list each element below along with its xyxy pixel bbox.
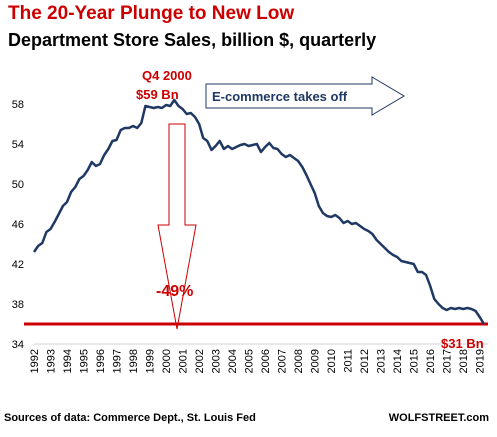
y-tick-label: 50 [12, 179, 24, 191]
y-tick-label: 38 [12, 299, 24, 311]
x-tick-label: 2009 [310, 349, 322, 373]
x-tick-label: 2014 [392, 349, 404, 373]
x-tick-label: 2016 [425, 349, 437, 373]
ecommerce-label: E-commerce takes off [212, 89, 348, 104]
y-tick-label: 42 [12, 259, 24, 271]
x-tick-label: 2018 [458, 349, 470, 373]
peak-quarter-label: Q4 2000 [142, 68, 192, 83]
series-line [32, 98, 485, 325]
x-axis: 1992 1993 1994 1995 1996 1997 1998 1999 2000 2001… [29, 349, 487, 373]
x-tick-label: 2006 [260, 349, 272, 373]
site-credit: WOLFSTREET.com [388, 412, 489, 424]
x-tick-label: 2019 [475, 349, 487, 373]
x-tick-label: 2010 [326, 349, 338, 373]
source-note: Sources of data: Commerce Dept., St. Lou… [4, 412, 256, 424]
x-tick-label: 1999 [145, 349, 157, 373]
x-tick-label: 2003 [211, 349, 223, 373]
x-tick-label: 2000 [161, 349, 173, 373]
x-tick-label: 1993 [46, 349, 58, 373]
peak-value-label: $59 Bn [136, 87, 179, 102]
x-tick-label: 2008 [293, 349, 305, 373]
chart-title: The 20-Year Plunge to New Low [8, 3, 295, 24]
y-tick-label: 46 [12, 219, 24, 231]
y-axis: 34 38 42 46 50 54 58 [12, 99, 24, 351]
y-tick-label: 58 [12, 99, 24, 111]
chart-subtitle: Department Store Sales, billion $, quart… [8, 30, 377, 50]
x-tick-label: 2007 [277, 349, 289, 373]
x-tick-label: 2002 [194, 349, 206, 373]
x-tick-label: 2011 [343, 349, 355, 373]
x-tick-label: 1995 [79, 349, 91, 373]
decline-arrow [157, 123, 197, 330]
last-value-label: $31 Bn [441, 336, 484, 351]
x-tick-label: 2004 [227, 349, 239, 373]
x-tick-label: 1992 [29, 349, 41, 373]
x-tick-label: 2017 [442, 349, 454, 373]
y-tick-label: 34 [12, 339, 24, 351]
y-tick-label: 54 [12, 139, 24, 151]
ecommerce-arrow [205, 76, 405, 116]
x-tick-label: 1998 [128, 349, 140, 373]
x-tick-label: 2012 [359, 349, 371, 373]
x-tick-label: 1996 [95, 349, 107, 373]
x-tick-label: 2001 [178, 349, 190, 373]
x-tick-label: 2013 [376, 349, 388, 373]
x-tick-label: 2015 [409, 349, 421, 373]
x-tick-label: 2005 [244, 349, 256, 373]
decline-percent-label: -49% [156, 283, 193, 300]
x-tick-label: 1994 [62, 349, 74, 373]
x-tick-label: 1997 [112, 349, 124, 373]
